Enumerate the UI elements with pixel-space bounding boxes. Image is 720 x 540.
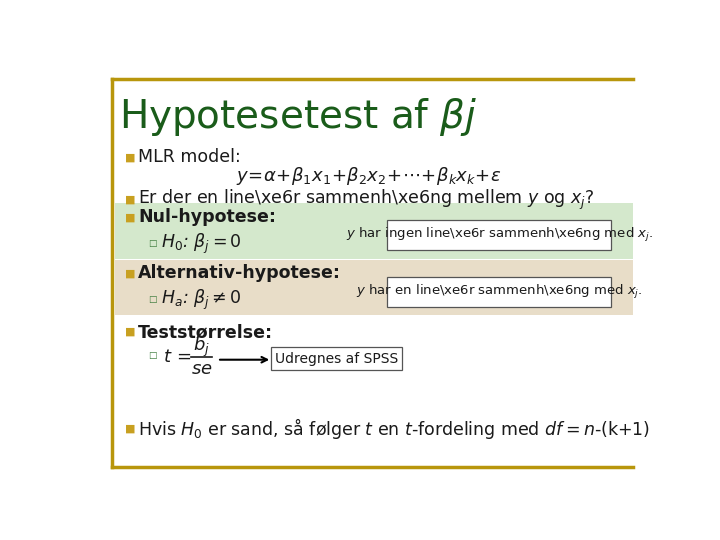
Text: ■: ■ <box>125 152 135 162</box>
Text: Hypotesetest af $\mathit{\beta}j$: Hypotesetest af $\mathit{\beta}j$ <box>120 96 478 138</box>
FancyBboxPatch shape <box>271 347 402 370</box>
Text: ■: ■ <box>125 212 135 222</box>
Text: $y\!=\!\alpha\!+\!\beta_1 x_1\!+\!\beta_2 x_2\!+\!\cdots\!+\!\beta_k x_k\!+\!\va: $y\!=\!\alpha\!+\!\beta_1 x_1\!+\!\beta_… <box>236 165 502 187</box>
FancyBboxPatch shape <box>114 260 632 315</box>
Text: □: □ <box>148 295 157 304</box>
Text: MLR model:: MLR model: <box>138 148 240 166</box>
Text: Er der en line\xe6r sammenh\xe6ng mellem $y$ og $x_j$?: Er der en line\xe6r sammenh\xe6ng mellem… <box>138 187 595 212</box>
Text: $H_0$: $\beta_j = 0$: $H_0$: $\beta_j = 0$ <box>161 231 242 255</box>
Text: □: □ <box>148 350 157 360</box>
Text: Alternativ-hypotese:: Alternativ-hypotese: <box>138 265 341 282</box>
Text: $y$ har ingen line\xe6r sammenh\xe6ng med $x_j$.: $y$ har ingen line\xe6r sammenh\xe6ng me… <box>346 226 653 244</box>
Text: ■: ■ <box>125 327 135 337</box>
Text: $t\,=$: $t\,=$ <box>163 348 192 367</box>
Text: □: □ <box>148 239 157 248</box>
Text: $b_j$: $b_j$ <box>193 335 210 360</box>
Text: ■: ■ <box>125 268 135 279</box>
FancyBboxPatch shape <box>387 220 611 249</box>
Text: Nul-hypotese:: Nul-hypotese: <box>138 208 276 226</box>
Text: Teststørrelse:: Teststørrelse: <box>138 323 273 341</box>
Text: Udregnes af SPSS: Udregnes af SPSS <box>275 352 398 366</box>
FancyBboxPatch shape <box>387 278 611 307</box>
FancyBboxPatch shape <box>114 204 632 259</box>
Text: $H_a$: $\beta_j \neq 0$: $H_a$: $\beta_j \neq 0$ <box>161 287 242 312</box>
Text: $y$ har en line\xe6r sammenh\xe6ng med $x_j$.: $y$ har en line\xe6r sammenh\xe6ng med $… <box>356 283 642 301</box>
Text: Hvis $H_0$ er sand, så følger $t$ en $t$-fordeling med $df = n$-(k+1): Hvis $H_0$ er sand, så følger $t$ en $t$… <box>138 416 650 441</box>
Text: $se$: $se$ <box>191 360 212 378</box>
Text: ■: ■ <box>125 423 135 433</box>
Text: ■: ■ <box>125 194 135 205</box>
